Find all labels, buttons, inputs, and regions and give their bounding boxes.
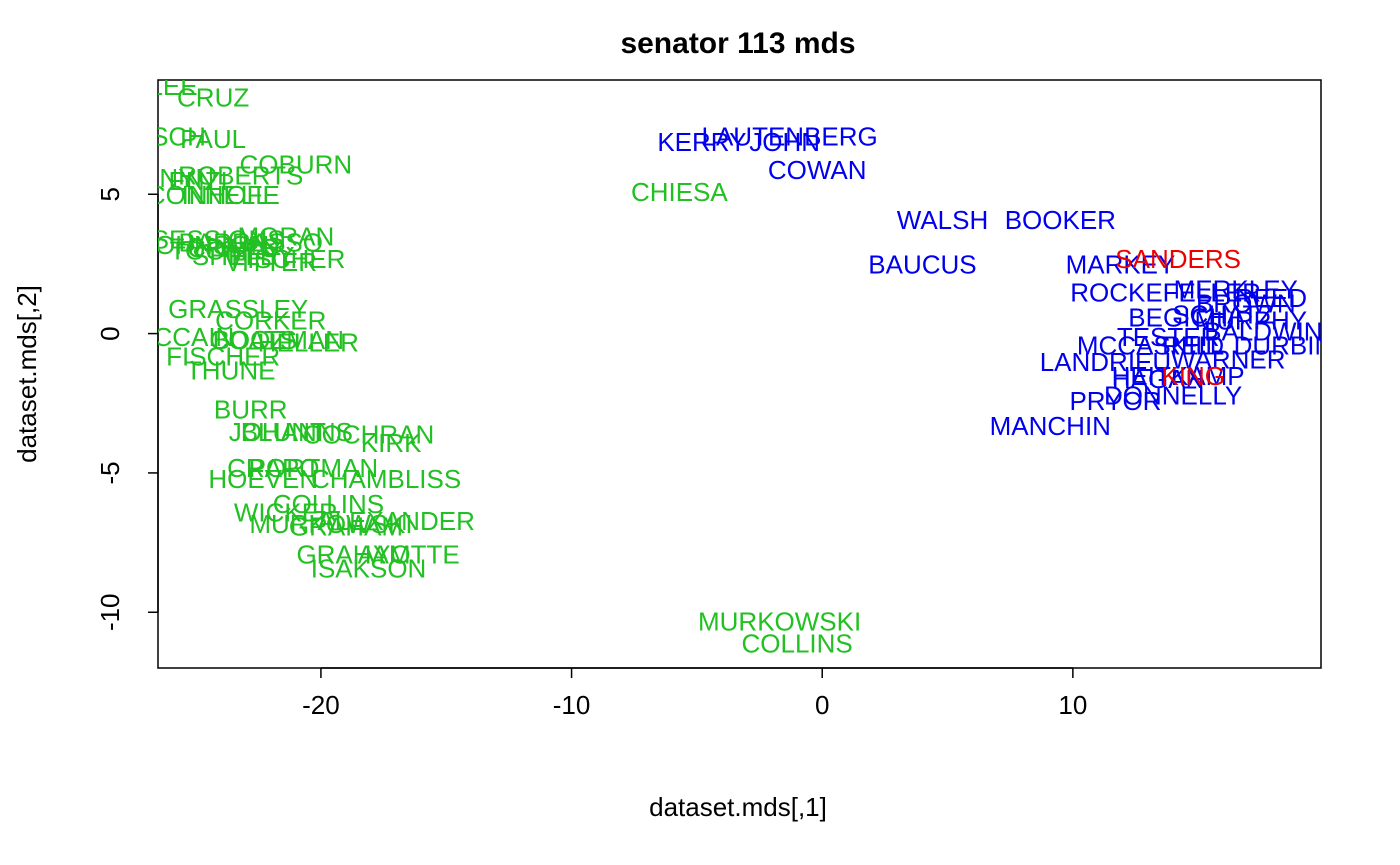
point-label-brown: BROWN (1196, 289, 1296, 319)
point-label-collins: COLLINS (273, 489, 384, 519)
point-label-alexander: ALEXANDER (317, 506, 475, 536)
point-label-walsh: WALSH (897, 205, 989, 235)
point-label-markey: MARKEY (1066, 250, 1176, 280)
point-label-corker: CORKER (215, 305, 326, 335)
point-label-sanders: SANDERS (1115, 244, 1241, 274)
point-label-reid: REID (1162, 330, 1224, 360)
point-label-isakson: ISAKSON (311, 553, 427, 583)
point-label-cowan: COWAN (768, 155, 867, 185)
point-label-donnelly: DONNELLY (1104, 381, 1242, 411)
x-tick-label: 0 (815, 690, 829, 720)
point-label-cochran: COCHRAN (303, 420, 434, 450)
point-label-paul: PAUL (180, 124, 246, 154)
point-label-crapo: CRAPO (187, 233, 279, 263)
point-label-schatz: SCHATZ (1172, 300, 1274, 330)
point-label-booker: BOOKER (1005, 205, 1116, 235)
point-label-king: KING (1161, 361, 1225, 391)
x-axis-title: dataset.mds[,1] (649, 792, 827, 822)
point-label-hoeven: HOEVEN (208, 464, 318, 494)
point-label-enzi: ENZI (168, 166, 227, 196)
point-label-graham: GRAHAM (296, 539, 410, 569)
y-tick-label: 0 (95, 326, 125, 340)
y-tick-label: -5 (95, 461, 125, 484)
point-label-wicker: WICKER (234, 498, 338, 528)
point-label-baucus: BAUCUS (868, 250, 976, 280)
point-label-manchin: MANCHIN (990, 411, 1111, 441)
point-label-kirk: KIRK (361, 428, 422, 458)
y-axis: -10 -5 0 5 (95, 187, 159, 631)
point-label-mccaskill: MCCASKILL (1077, 330, 1224, 360)
point-label-begich: BEGICH (1128, 303, 1228, 333)
point-label-warner: WARNER (1171, 344, 1286, 374)
y-tick-label: 5 (95, 187, 125, 201)
chart-title: senator 113 mds (620, 27, 855, 60)
x-tick-label: -10 (553, 690, 591, 720)
point-label-cornyn: CORNYN (102, 163, 215, 193)
y-tick-label: -10 (95, 593, 125, 631)
point-label-portman: PORTMAN (249, 453, 379, 483)
point-label-moran: MORAN (237, 222, 334, 252)
point-label-vitter: VITTER (225, 247, 317, 277)
point-label-shelby: SHELBY (192, 241, 295, 271)
point-label-murkowski: MURKOWSKI (249, 509, 412, 539)
point-label-mccain: MCCAIN (132, 322, 235, 352)
point-label-barrasso: BARRASSO (178, 227, 323, 257)
point-label-johnson: JOHNSON (142, 230, 269, 260)
point-label-pryor: PRYOR (1069, 386, 1161, 416)
point-label-merkley: MERKLEY (1174, 275, 1298, 305)
point-label-lautenberg: LAUTENBERG (701, 121, 877, 151)
point-label-kerry: KERRY (657, 127, 746, 157)
point-label-toomey: TOOMEY (170, 236, 282, 266)
point-labels: LEECRUZRISCHPAULCOBURNROBERTSCORNYNENZIM… (102, 71, 1334, 659)
point-label-reed: REED (1235, 283, 1307, 313)
point-label-fischer: FISCHER (231, 244, 345, 274)
point-label-chambliss: CHAMBLISS (311, 464, 461, 494)
point-label-inhofe: INHOFE (182, 180, 280, 210)
y-axis-title: dataset.mds[,2] (12, 285, 42, 463)
point-label-coburn: COBURN (240, 149, 353, 179)
point-label-chiesa: CHIESA (631, 177, 728, 207)
point-label-burr: BURR (214, 394, 288, 424)
point-label-hagan: HAGAN (1112, 364, 1204, 394)
point-label-lee: LEE (148, 71, 197, 101)
point-label-mcconnell: MCCONNELL (106, 180, 269, 210)
point-label-ayotte: AYOTTE (358, 539, 460, 569)
point-label-johanns: JOHANNS (229, 417, 353, 447)
point-label-risch: RISCH (125, 121, 206, 151)
point-label-boozman: BOOZMAN (213, 325, 344, 355)
point-label-durbin: DURBIN (1234, 330, 1334, 360)
point-label-sessions: SESSIONS (152, 225, 285, 255)
point-label-thune: THUNE (186, 355, 276, 385)
point-label-heller: HELLER (258, 328, 359, 358)
x-axis: -20 -10 0 10 (302, 667, 1087, 720)
point-label-crapo: CRAPO (227, 453, 319, 483)
point-label-john: JOHN (749, 127, 820, 157)
point-label-rockefeller: ROCKEFELLER (1070, 277, 1261, 307)
point-label-graham: GRAHAM (289, 512, 403, 542)
point-label-collins: COLLINS (742, 629, 853, 659)
point-label-cruz: CRUZ (177, 82, 249, 112)
point-label-blunt: BLUNT (241, 417, 326, 447)
point-label-roberts: ROBERTS (178, 160, 303, 190)
point-label-fischer: FISCHER (166, 342, 280, 372)
point-label-landrieu: LANDRIEU (1040, 347, 1171, 377)
point-label-tester: TESTER (1117, 322, 1220, 352)
point-label-heitkamp: HEITKAMP (1112, 361, 1245, 391)
point-label-grassley: GRASSLEY (168, 294, 308, 324)
point-label-murkowski: MURKOWSKI (698, 606, 861, 636)
x-tick-label: 10 (1058, 690, 1087, 720)
point-label-coats: COATS (209, 325, 297, 355)
x-tick-label: -20 (302, 690, 340, 720)
point-label-murphy: MURPHY (1194, 305, 1307, 335)
point-label-baldwin: BALDWIN (1204, 316, 1322, 346)
